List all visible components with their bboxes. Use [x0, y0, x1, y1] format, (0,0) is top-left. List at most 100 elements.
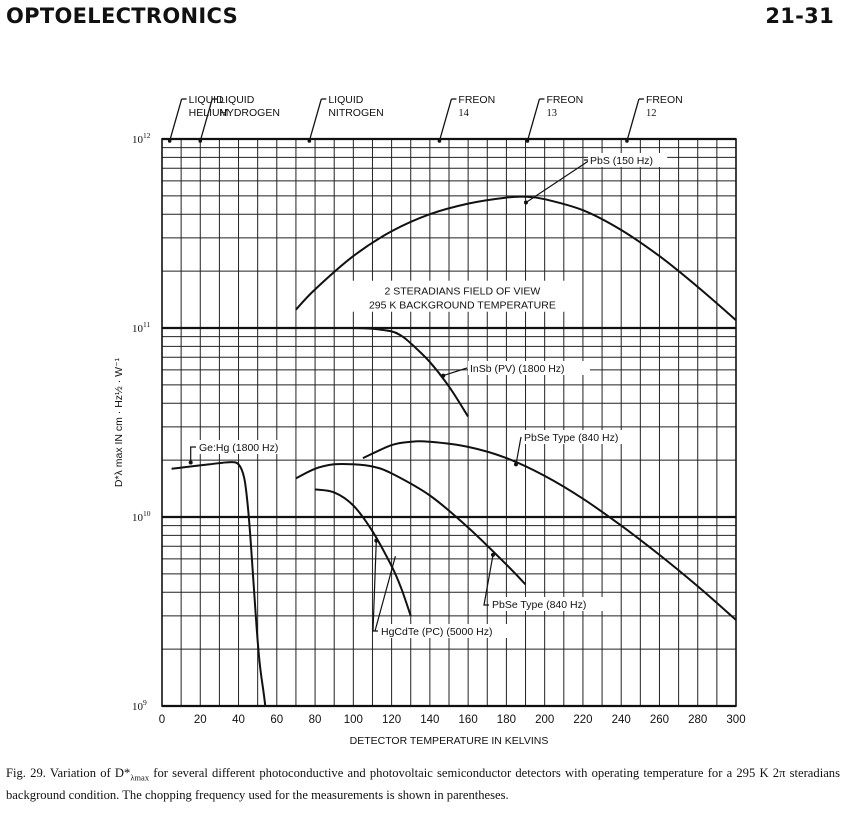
- temperature-marker: FREON 14: [437, 94, 495, 143]
- x-tick-label: 220: [573, 714, 592, 726]
- marker-label: FREON: [546, 94, 583, 106]
- temperature-marker: FREON 13: [525, 94, 583, 143]
- x-tick-label: 140: [420, 714, 439, 726]
- callout-label: PbS (150 Hz): [590, 155, 653, 167]
- marker-point: [437, 139, 442, 143]
- y-tick-label: 1012: [132, 131, 151, 146]
- x-tick-label: 280: [688, 714, 707, 726]
- series-line: [295, 462, 527, 586]
- plot-frame: [161, 138, 737, 707]
- callout-bg: [379, 624, 514, 638]
- callout-arrowhead: [441, 373, 446, 378]
- figure-caption: Fig. 29. Variation of D*λmax for several…: [6, 765, 840, 804]
- series-line: [295, 195, 737, 321]
- x-tick-label: 100: [344, 714, 363, 726]
- marker-point: [198, 139, 203, 143]
- x-tick-label: 20: [194, 714, 207, 726]
- marker-label: FREON: [458, 94, 495, 106]
- marker-label: LIQUID: [189, 94, 224, 106]
- marker-label: LIQUID: [219, 94, 254, 106]
- series-callout: InSb (PV) (1800 Hz): [441, 361, 590, 378]
- x-tick-label: 180: [497, 714, 516, 726]
- series-line: [171, 461, 267, 707]
- x-tick-label: 120: [382, 714, 401, 726]
- marker-label: FREON: [646, 94, 683, 106]
- callout-leader: [483, 554, 494, 606]
- caption-text-before: Fig. 29. Variation of D*: [6, 766, 131, 780]
- callout-bg: [522, 430, 638, 444]
- x-tick-label: 0: [159, 714, 165, 726]
- callout-label: PbSe Type (840 Hz): [524, 432, 618, 444]
- series-line: [362, 440, 737, 621]
- callout-arrowhead: [513, 462, 518, 467]
- series-line: [314, 488, 412, 617]
- marker-label: NITROGEN: [328, 107, 383, 119]
- marker-label: 14: [458, 108, 469, 119]
- y-tick-label: 1011: [132, 320, 150, 335]
- y-tick-label: 1010: [132, 509, 151, 524]
- x-tick-label: 200: [535, 714, 554, 726]
- x-tick-label: 300: [726, 714, 745, 726]
- marker-label: 13: [546, 108, 557, 119]
- marker-label: LIQUID: [328, 94, 363, 106]
- callout-label: HgCdTe (PC) (5000 Hz): [381, 626, 492, 638]
- marker-leader: [199, 98, 213, 142]
- callout-leader: [515, 436, 522, 465]
- marker-leader: [308, 98, 322, 142]
- callout-leader: [372, 540, 378, 632]
- x-tick-label: 80: [309, 714, 322, 726]
- annotation-text: 295 K BACKGROUND TEMPERATURE: [369, 300, 556, 312]
- marker-leader: [626, 98, 640, 142]
- temperature-markers: LIQUIDHELIUMLIQUIDHYDROGENLIQUIDNITROGEN…: [167, 94, 683, 143]
- x-axis-label: DETECTOR TEMPERATURE IN KELVINS: [350, 735, 549, 747]
- series-callout: PbSe Type (840 Hz): [483, 552, 606, 611]
- callout-bg: [468, 361, 590, 375]
- marker-leader: [438, 98, 453, 142]
- chart-grid: [161, 137, 737, 708]
- callout-arrowhead: [491, 552, 496, 557]
- caption-subscript: λmax: [130, 772, 150, 783]
- callout-bg: [197, 440, 295, 454]
- callout-arrowhead: [188, 460, 193, 465]
- callout-arrowhead: [374, 538, 379, 543]
- marker-label: HYDROGEN: [219, 107, 280, 119]
- y-axis-label: D*λ max IN cm · Hz½ · W⁻¹: [113, 357, 125, 487]
- annotation-text: 2 STERADIANS FIELD OF VIEW: [385, 286, 541, 298]
- chart-curves: [171, 195, 737, 707]
- x-tick-label: 60: [270, 714, 283, 726]
- callout-leader: [443, 367, 468, 377]
- callout-label: PbSe Type (840 Hz): [492, 599, 586, 611]
- chart-labels: 2 STERADIANS FIELD OF VIEW 295 K BACKGROU…: [188, 153, 668, 638]
- callout-label: InSb (PV) (1800 Hz): [470, 363, 565, 375]
- chart-axes: 0 20 40 60 80 100 120 140 160 180 200 220 240 260 280 3…: [113, 131, 746, 747]
- x-tick-label: 240: [612, 714, 631, 726]
- callout-leader: [374, 556, 396, 632]
- marker-leader: [526, 98, 541, 142]
- marker-label: 12: [646, 108, 657, 119]
- marker-point: [525, 139, 530, 143]
- page-number: 21-31: [765, 4, 834, 28]
- callout-leader: [190, 446, 196, 463]
- series-callout: PbSe Type (840 Hz): [513, 430, 638, 467]
- series-callout: Ge:Hg (1800 Hz): [188, 440, 295, 465]
- y-tick-label: 109: [132, 698, 147, 713]
- callout-label: Ge:Hg (1800 Hz): [199, 442, 278, 454]
- annotation-box: [350, 280, 575, 312]
- series-callout: HgCdTe (PC) (5000 Hz): [372, 538, 514, 638]
- x-tick-label: 260: [650, 714, 669, 726]
- callout-arrowhead: [523, 200, 528, 205]
- series-line: [273, 326, 469, 418]
- x-tick-label: 40: [232, 714, 245, 726]
- caption-text-after: for several different photoconductive an…: [6, 766, 840, 802]
- marker-point: [167, 139, 172, 143]
- marker-point: [625, 139, 629, 143]
- temperature-marker: FREON 12: [625, 94, 683, 143]
- callout-bg: [588, 153, 668, 167]
- callout-bg: [490, 597, 606, 611]
- section-title: OPTOELECTRONICS: [6, 4, 239, 28]
- x-tick-label: 160: [459, 714, 478, 726]
- detector-chart: 0 20 40 60 80 100 120 140 160 180 200 220 240 260 280 3…: [113, 94, 746, 747]
- series-callout: PbS (150 Hz): [523, 153, 668, 205]
